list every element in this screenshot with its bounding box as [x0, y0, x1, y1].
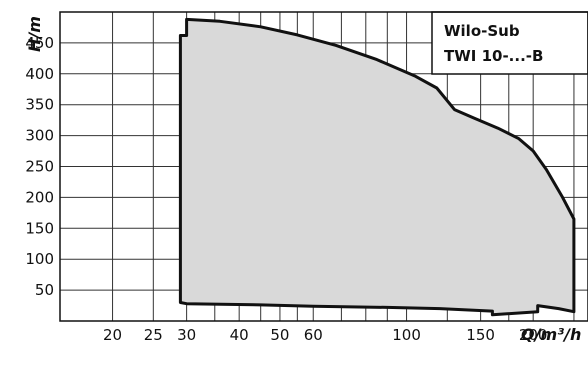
x-tick-label: 40: [230, 326, 249, 344]
y-tick-label: 300: [25, 127, 54, 145]
x-tick-label: 30: [177, 326, 196, 344]
title-line-2: TWI 10-...-B: [444, 47, 543, 65]
y-tick-label: 50: [35, 281, 54, 299]
x-tick-label: 50: [270, 326, 289, 344]
y-tick-label: 450: [25, 34, 54, 52]
title-line-1: Wilo-Sub: [444, 22, 520, 40]
title-box: Wilo-Sub TWI 10-...-B: [431, 11, 588, 75]
plot-frame: [59, 11, 588, 322]
performance-envelope: [178, 17, 576, 317]
performance-area: [178, 17, 576, 317]
x-tick-label: 25: [144, 326, 163, 344]
x-tick-label: 60: [304, 326, 323, 344]
y-tick-label: 150: [25, 219, 54, 237]
y-tick-label: 400: [25, 65, 54, 83]
y-tick-label: 250: [25, 158, 54, 176]
tick-labels: 20 25 30 40 50 60 100 150 200 50 100 150 200 250 300 35…: [25, 34, 547, 344]
y-axis-label: H/m: [25, 16, 44, 52]
title-box-rect: [431, 11, 588, 75]
y-tick-label: 200: [25, 188, 54, 206]
x-tick-label: 200: [519, 326, 548, 344]
x-tick-label: 150: [466, 326, 495, 344]
y-tick-label: 100: [25, 250, 54, 268]
x-axis-label: Q/m³/h: [521, 325, 581, 344]
x-tick-label: 20: [103, 326, 122, 344]
y-tick-label: 350: [25, 96, 54, 114]
x-tick-label: 100: [392, 326, 421, 344]
